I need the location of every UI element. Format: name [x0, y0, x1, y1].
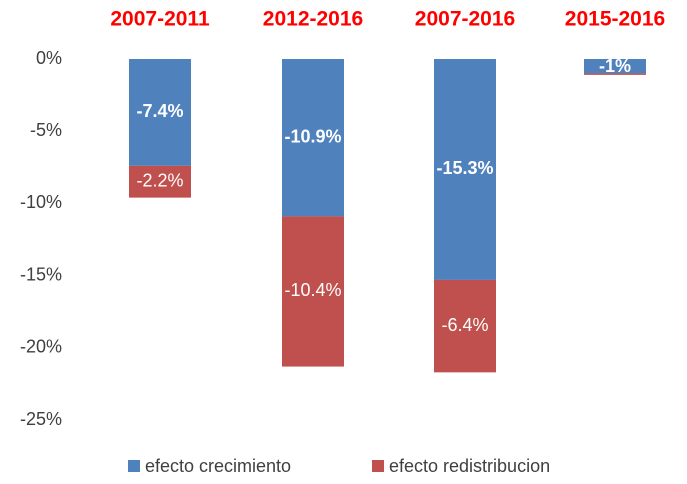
bar-segment: [129, 165, 191, 198]
legend-swatch: [128, 460, 140, 472]
bar-segment: [282, 216, 344, 367]
legend-label: efecto redistribucion: [389, 456, 550, 476]
value-label: -6.4%: [441, 315, 488, 335]
value-label: -10.9%: [284, 126, 341, 146]
y-tick-label: -5%: [30, 120, 62, 140]
legend-swatch: [372, 460, 384, 472]
category-label: 2007-2016: [415, 8, 515, 31]
value-label: -15.3%: [436, 158, 493, 178]
value-label: -1%: [599, 56, 631, 76]
bar-segment: [129, 59, 191, 166]
bar-segment: [434, 279, 496, 373]
y-tick-label: -25%: [20, 409, 62, 429]
value-label: -2.2%: [136, 170, 183, 190]
y-tick-label: 0%: [36, 48, 62, 68]
value-label: -7.4%: [136, 101, 183, 121]
bar-segment: [584, 59, 646, 74]
category-label: 2015-2016: [565, 8, 665, 31]
legend-label: efecto crecimiento: [145, 456, 291, 476]
category-label: 2012-2016: [263, 8, 363, 31]
y-tick-label: -20%: [20, 337, 62, 357]
y-tick-label: -10%: [20, 192, 62, 212]
category-label: 2007-2011: [110, 8, 210, 31]
y-tick-label: -15%: [20, 264, 62, 284]
bar-segment: [584, 73, 646, 75]
bar-segment: [282, 59, 344, 217]
value-label: -10.4%: [284, 280, 341, 300]
bar-segment: [434, 59, 496, 280]
